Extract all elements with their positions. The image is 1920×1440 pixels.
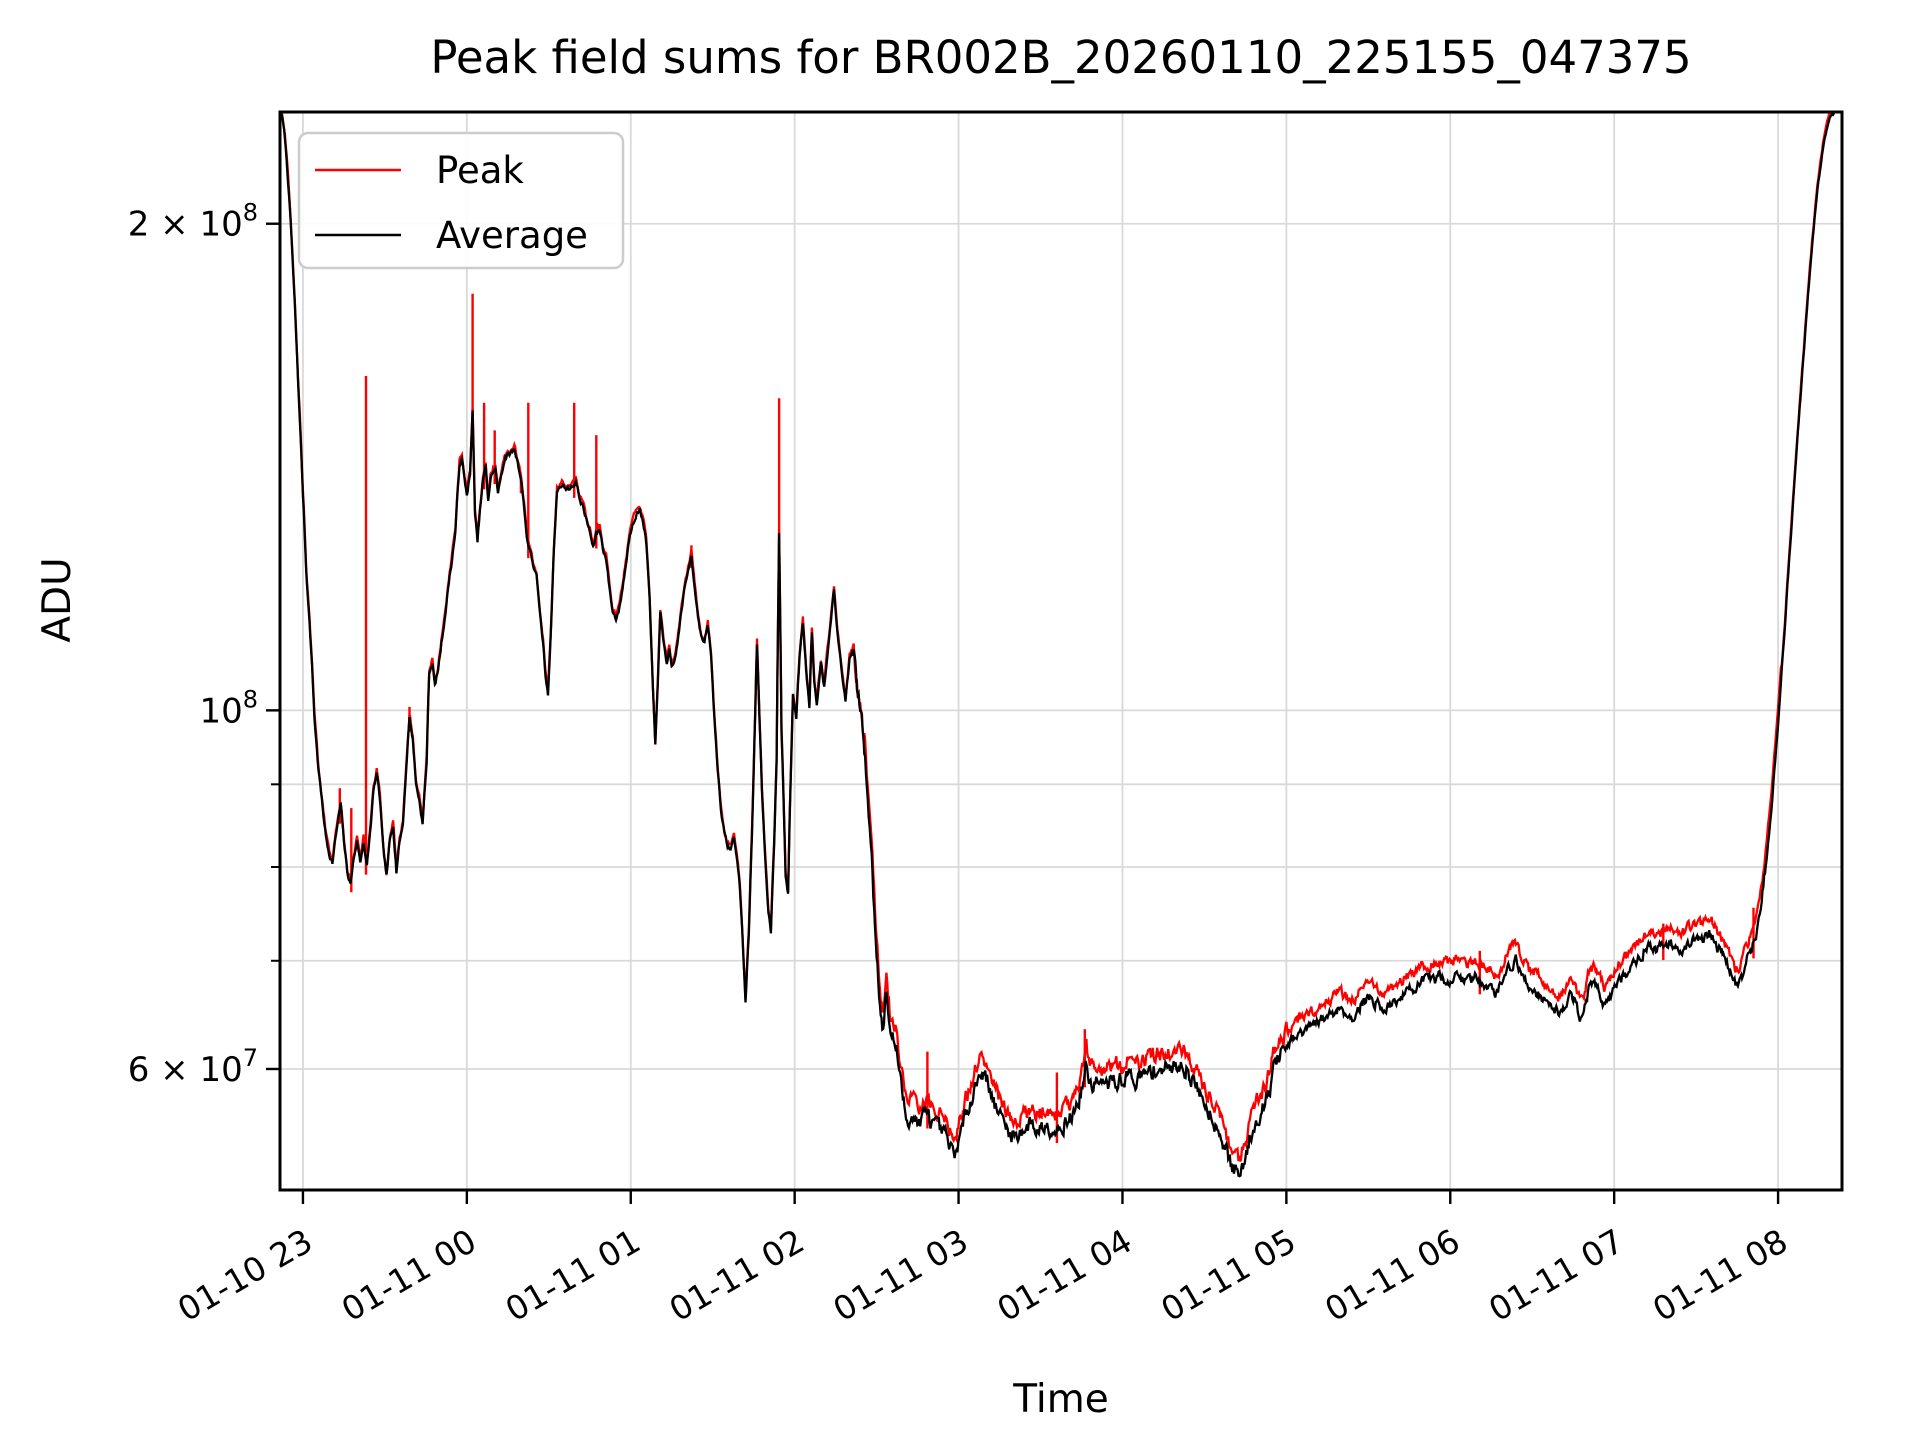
- x-tick-label-2: 01-11 01: [499, 1221, 647, 1329]
- plot-area: 01-10 23 01-11 00 01-11 01 01-11 02 01-11 03…: [128, 112, 1842, 1329]
- x-tick-label-5: 01-11 04: [990, 1221, 1138, 1329]
- series-average-line: [280, 112, 1842, 1178]
- grid-layer: [280, 112, 1842, 1190]
- axis-tick-labels: 01-10 23 01-11 00 01-11 01 01-11 02 01-11 03…: [128, 199, 1794, 1329]
- x-tick-label-4: 01-11 03: [827, 1221, 975, 1329]
- legend: Peak Average: [297, 131, 625, 270]
- x-tick-label-3: 01-11 02: [663, 1221, 811, 1329]
- x-tick-label-1: 01-11 00: [335, 1221, 483, 1329]
- x-tick-label-8: 01-11 07: [1482, 1221, 1630, 1329]
- axis-ticks: [266, 222, 1780, 1204]
- x-tick-label-6: 01-11 05: [1154, 1221, 1302, 1329]
- chart-title: Peak field sums for BR002B_20260110_2251…: [430, 31, 1691, 84]
- series-layer: [280, 112, 1842, 1178]
- y-tick-label-1: 108: [199, 685, 258, 731]
- peak-spikes: [338, 293, 1755, 1143]
- x-axis-label: Time: [1012, 1377, 1108, 1422]
- y-tick-label-2: 6 × 107: [128, 1044, 258, 1090]
- legend-label-peak: Peak: [436, 149, 524, 192]
- y-axis-label: ADU: [35, 557, 80, 642]
- x-tick-label-0: 01-10 23: [171, 1221, 319, 1329]
- x-tick-label-7: 01-11 06: [1318, 1221, 1466, 1329]
- legend-label-average: Average: [436, 214, 588, 257]
- axes-spines: [278, 110, 1844, 1192]
- x-tick-label-9: 01-11 08: [1646, 1221, 1794, 1329]
- y-tick-label-0: 2 × 108: [128, 199, 258, 245]
